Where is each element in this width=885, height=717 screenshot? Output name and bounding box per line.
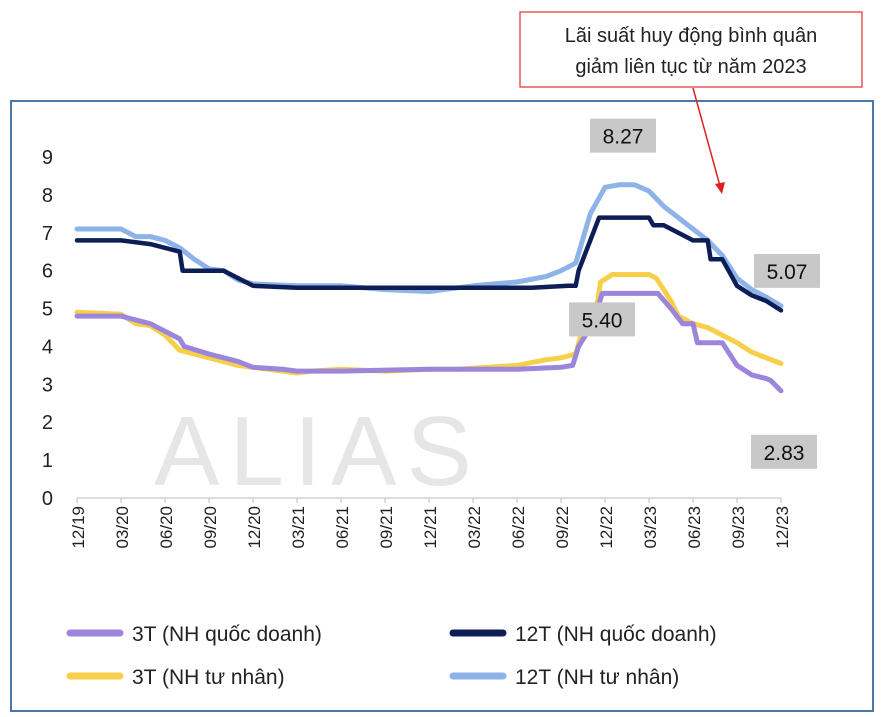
x-tick-label: 12/19 (69, 506, 88, 549)
chart-frame (10, 100, 874, 712)
data-label: 2.83 (764, 442, 805, 465)
y-tick-label: 4 (42, 336, 53, 358)
x-tick-label: 09/21 (377, 506, 396, 549)
series-line (74, 215, 784, 313)
data-label-box (751, 434, 817, 469)
x-tick-label: 03/23 (641, 506, 660, 549)
y-tick-label: 5 (42, 299, 53, 321)
x-tick-label: 06/23 (685, 506, 704, 549)
y-tick-label: 2 (42, 412, 53, 434)
chart-axes: 0 1 2 3 4 5 6 7 8 9 12/19 03/20 06/20 09/20 12/20 03/21… (42, 147, 792, 549)
legend-label: 12T (NH quốc doanh) (515, 623, 717, 646)
x-tick-label: 12/20 (245, 506, 264, 549)
data-label-box (590, 118, 656, 153)
watermark-text: ALIAS (154, 396, 482, 506)
y-tick-label: 9 (42, 147, 53, 169)
y-tick-label: 7 (42, 223, 53, 245)
series-line (74, 290, 784, 394)
data-label-box (754, 253, 820, 288)
legend-label: 3T (NH quốc doanh) (132, 623, 322, 646)
data-label: 5.07 (767, 261, 808, 284)
y-tick-label: 1 (42, 450, 53, 472)
legend-label: 3T (NH tư nhân) (132, 666, 285, 689)
x-tick-label: 12/21 (421, 506, 440, 549)
legend-label: 12T (NH tư nhân) (515, 666, 679, 689)
x-tick-label: 12/22 (597, 506, 616, 549)
x-tick-label: 03/20 (113, 506, 132, 549)
y-tick-label: 8 (42, 185, 53, 207)
y-tick-label: 6 (42, 261, 53, 283)
x-tick-label: 06/22 (509, 506, 528, 549)
x-tick-label: 09/23 (729, 506, 748, 549)
chart-series-layer (74, 182, 784, 394)
x-tick-label: 06/20 (157, 506, 176, 549)
chart-legend: 3T (NH quốc doanh) 12T (NH quốc doanh) 3T … (66, 623, 717, 689)
data-label: 5.40 (582, 309, 623, 332)
data-label-box (569, 302, 635, 337)
data-label-layer: 8.27 5.07 5.40 2.83 (569, 118, 820, 469)
x-tick-label: 03/22 (465, 506, 484, 549)
x-tick-label: 03/21 (289, 506, 308, 549)
callout-box (519, 11, 863, 88)
callout-arrow-line (692, 87, 721, 187)
callout-line-2: giảm liên tục từ năm 2023 (575, 56, 806, 78)
x-tick-label: 09/22 (553, 506, 572, 549)
series-line (74, 182, 784, 309)
callout-arrow-head (715, 182, 725, 194)
x-tick-label: 06/21 (333, 506, 352, 549)
x-tick-label: 09/20 (201, 506, 220, 549)
callout-line-1: Lãi suất huy động bình quân (565, 25, 817, 47)
x-tick-label: 12/23 (773, 506, 792, 549)
y-tick-label: 0 (42, 488, 53, 510)
data-label: 8.27 (603, 126, 644, 149)
y-tick-label: 3 (42, 374, 53, 396)
